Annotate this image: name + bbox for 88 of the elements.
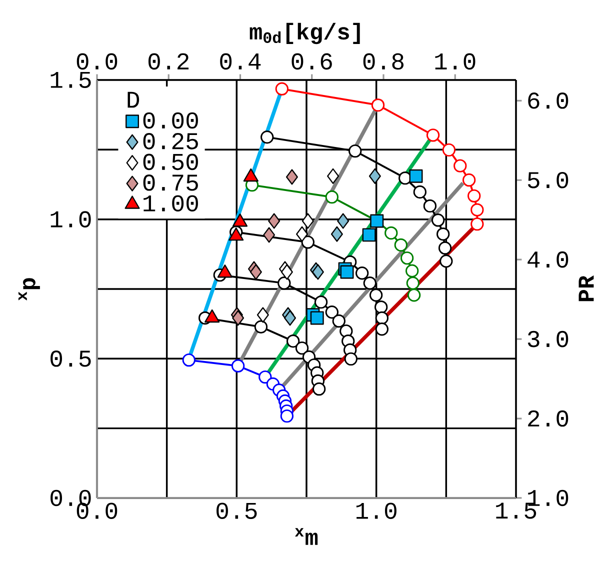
point [394, 238, 408, 252]
point [310, 311, 324, 325]
point [470, 217, 484, 231]
point [467, 189, 481, 203]
point [296, 226, 308, 242]
y2-tick-label: 5.0 [528, 172, 568, 188]
point [330, 226, 343, 242]
point [280, 409, 294, 423]
point [426, 128, 440, 142]
point [413, 185, 427, 199]
point [384, 226, 398, 240]
point [375, 322, 389, 336]
point [470, 203, 484, 216]
point [301, 236, 314, 249]
point [327, 168, 340, 184]
y2-tick-label: 6.0 [528, 92, 568, 109]
point [405, 264, 419, 278]
point [363, 276, 377, 290]
point [375, 311, 389, 325]
legend-label: 0.50 [143, 154, 198, 170]
point [409, 169, 423, 183]
point [462, 173, 476, 187]
y-tick-label: 1.0 [50, 211, 91, 228]
point [340, 265, 354, 279]
x2-tick-label: 0.2 [148, 53, 189, 70]
point [436, 227, 450, 241]
point [314, 295, 328, 309]
legend-label: 0.00 [143, 112, 198, 129]
x2-axis-title: m$_{0d}$[kg/s] [250, 22, 360, 44]
x2-tick-label: 0.4 [220, 53, 261, 70]
point [337, 213, 350, 229]
y-axis-title: $^{x}$p [18, 278, 40, 301]
legend-title: D [128, 92, 140, 108]
point [254, 320, 268, 334]
legend-label: 1.00 [144, 195, 198, 212]
point [440, 254, 453, 268]
point [280, 264, 293, 280]
point [258, 370, 272, 384]
point [400, 251, 414, 265]
x-tick-label: 0.5 [216, 502, 257, 519]
point [231, 359, 245, 372]
point [369, 288, 383, 302]
x2-tick-label: 0.8 [363, 53, 404, 70]
point [325, 190, 339, 204]
y2-tick-label: 4.0 [528, 251, 568, 268]
point [250, 264, 262, 280]
point [332, 314, 346, 328]
point [374, 300, 388, 314]
point [268, 213, 280, 229]
point [344, 352, 358, 366]
point [406, 276, 420, 290]
point [256, 307, 269, 323]
point [263, 227, 276, 243]
x-tick-label: 1.0 [356, 502, 396, 519]
point [348, 144, 362, 158]
point [438, 241, 452, 255]
point [284, 310, 296, 326]
y2-tick-label: 3.0 [528, 330, 568, 348]
y-tick-label: 1.5 [50, 72, 91, 88]
point [355, 266, 369, 280]
legend-label: 0.75 [143, 174, 198, 191]
point [278, 276, 291, 290]
y2-axis-title: PR [578, 275, 594, 302]
point [302, 213, 314, 229]
point [371, 98, 385, 112]
point [295, 341, 309, 355]
y2-tick-label: 2.0 [528, 410, 568, 427]
x2-tick-label: 0.6 [292, 53, 332, 70]
point [442, 143, 456, 157]
point [454, 159, 467, 172]
x-axis-title: $^{x}$m [294, 528, 318, 545]
point [286, 169, 298, 185]
point [312, 382, 326, 396]
point [275, 82, 289, 96]
point [368, 168, 381, 184]
point [325, 306, 339, 319]
point [362, 228, 376, 242]
point [182, 353, 196, 367]
point [423, 199, 437, 213]
x2-tick-label: 0.0 [76, 53, 118, 70]
x2-tick-label: 1.0 [435, 53, 476, 70]
point [286, 334, 300, 348]
point [232, 310, 244, 326]
y-tick-label: 0.5 [50, 350, 91, 367]
point [260, 130, 274, 144]
point [407, 288, 421, 302]
legend-label: 0.25 [143, 133, 198, 150]
point [431, 214, 445, 227]
